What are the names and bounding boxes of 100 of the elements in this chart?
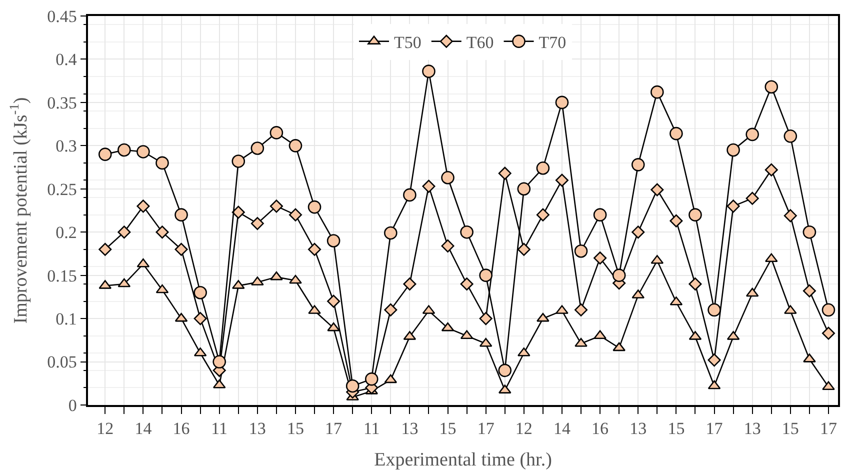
- point: [802, 225, 816, 239]
- point: [479, 312, 492, 326]
- point: [327, 294, 340, 308]
- point: [784, 130, 798, 143]
- x-tick-label: 13: [630, 419, 647, 438]
- point: [650, 254, 664, 264]
- point: [441, 239, 454, 252]
- point: [422, 180, 436, 193]
- x-tick-label: 13: [401, 419, 418, 438]
- point: [288, 208, 302, 222]
- x-tick-label: 17: [477, 419, 495, 438]
- x-tick-label: 17: [706, 419, 724, 438]
- y-tick-label: 0.05: [47, 352, 77, 372]
- point: [174, 312, 188, 322]
- point: [479, 338, 492, 347]
- point: [288, 139, 302, 152]
- point: [670, 126, 683, 140]
- point: [118, 226, 131, 239]
- y-tick-label: 0.3: [56, 136, 77, 156]
- y-tick-label: 0.4: [56, 50, 78, 70]
- x-tick-label: 15: [782, 419, 799, 438]
- point: [784, 209, 797, 222]
- point: [726, 200, 740, 213]
- point: [688, 208, 702, 222]
- y-tick-label: 0.25: [47, 180, 77, 199]
- point: [270, 200, 283, 213]
- point: [555, 174, 568, 187]
- point: [98, 148, 112, 161]
- point: [422, 64, 436, 78]
- point: [822, 326, 835, 340]
- point: [232, 154, 246, 168]
- point: [403, 277, 416, 290]
- point: [441, 322, 454, 332]
- y-tick-label: 0.2: [56, 223, 77, 242]
- y-tick-label: 0.15: [47, 266, 77, 286]
- point: [364, 372, 378, 386]
- point: [384, 374, 398, 384]
- point: [574, 303, 588, 316]
- point: [612, 268, 626, 282]
- x-tick-label: 14: [553, 419, 571, 438]
- x-tick-label: 14: [134, 419, 152, 438]
- point: [670, 296, 683, 306]
- point: [708, 380, 721, 390]
- point: [517, 182, 531, 196]
- point: [479, 268, 492, 282]
- point: [593, 208, 607, 222]
- x-tick-label: 13: [248, 419, 266, 438]
- point: [308, 200, 322, 214]
- point: [194, 347, 207, 356]
- x-tick-label: 12: [515, 419, 532, 438]
- point: [631, 158, 645, 172]
- y-tick-label: 0: [68, 396, 77, 415]
- point: [174, 208, 188, 222]
- x-tick-label: 16: [592, 419, 609, 438]
- point: [194, 286, 207, 300]
- point: [536, 161, 550, 175]
- point: [536, 208, 550, 222]
- point: [650, 85, 664, 99]
- point: [764, 163, 778, 176]
- point: [536, 312, 550, 322]
- point: [632, 226, 645, 239]
- point: [746, 288, 759, 297]
- point: [136, 200, 150, 213]
- point: [708, 354, 721, 367]
- point: [498, 364, 512, 378]
- point: [118, 278, 131, 288]
- point: [118, 143, 131, 157]
- point: [232, 206, 245, 219]
- point: [460, 225, 474, 239]
- point: [156, 226, 169, 239]
- point: [688, 277, 702, 290]
- point: [726, 143, 740, 157]
- x-tick-label: 15: [439, 419, 456, 438]
- point: [517, 347, 530, 356]
- point: [289, 274, 302, 284]
- x-tick-label: 15: [668, 419, 685, 438]
- point: [270, 271, 283, 280]
- y-tick-label: 0.35: [47, 93, 77, 112]
- x-tick-label: 15: [286, 419, 304, 438]
- point: [194, 312, 207, 326]
- point: [802, 284, 816, 298]
- point: [670, 214, 683, 228]
- point: [746, 192, 759, 205]
- point: [136, 258, 150, 268]
- point: [708, 303, 721, 317]
- point: [136, 145, 150, 158]
- legend-label: T70: [538, 32, 566, 52]
- point: [517, 242, 530, 256]
- x-tick-label: 17: [325, 419, 343, 438]
- point: [156, 156, 169, 170]
- point: [326, 234, 340, 248]
- x-tick-label: 13: [744, 419, 761, 438]
- point: [156, 284, 169, 294]
- point: [250, 142, 264, 155]
- point: [270, 126, 284, 140]
- legend-label: T50: [394, 32, 422, 52]
- point: [212, 355, 226, 368]
- point: [574, 244, 588, 258]
- point: [822, 303, 836, 317]
- point: [250, 216, 264, 230]
